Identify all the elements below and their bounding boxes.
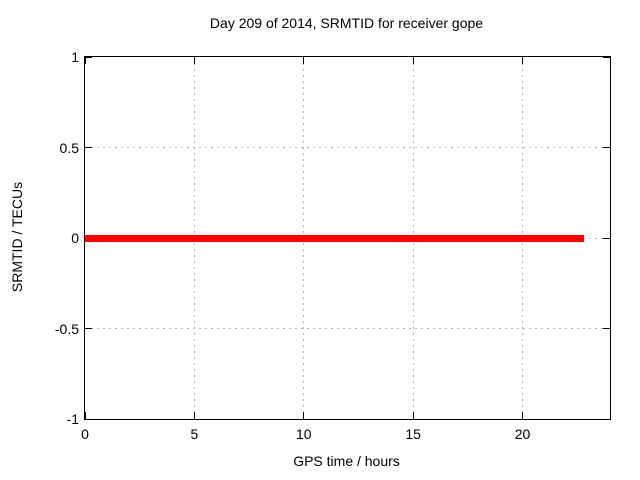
y-tick-label: -1 <box>66 411 79 427</box>
x-axis-label: GPS time / hours <box>293 453 400 469</box>
y-tick-mark <box>85 328 92 329</box>
chart-title: Day 209 of 2014, SRMTID for receiver gop… <box>209 15 484 31</box>
y-tick-label: 1 <box>71 49 79 65</box>
y-gridline <box>85 147 610 148</box>
x-tick-mark <box>193 57 195 64</box>
x-tick-label: 15 <box>405 426 421 442</box>
x-tick-mark <box>522 412 523 419</box>
y-tick-mark <box>603 56 610 58</box>
y-tick-mark <box>85 147 92 148</box>
x-tick-mark <box>303 412 305 419</box>
x-tick-mark <box>522 57 523 64</box>
x-tick-mark <box>303 57 305 64</box>
y-axis-label: SRMTID / TECUs <box>9 181 25 293</box>
y-tick-label: 0.5 <box>59 139 79 156</box>
x-tick-label: 20 <box>514 426 531 442</box>
x-tick-label: 0 <box>81 426 89 442</box>
y-tick-mark <box>85 56 92 58</box>
y-tick-mark <box>85 418 92 420</box>
data-series-line <box>85 235 584 242</box>
plot-area: 0 5 10 15 20 -1 -0.5 0 0.5 1 <box>55 49 611 442</box>
x-tick-label: 5 <box>190 426 199 442</box>
y-tick-label: -0.5 <box>54 320 79 337</box>
x-tick-mark <box>84 412 86 419</box>
y-tick-mark <box>603 237 610 239</box>
x-tick-mark <box>193 412 195 419</box>
x-tick-label: 10 <box>295 426 312 442</box>
y-tick-mark <box>603 418 610 420</box>
y-tick-mark <box>603 328 610 329</box>
y-gridline <box>85 328 610 329</box>
y-tick-label: 0 <box>71 230 79 246</box>
x-tick-mark <box>84 57 86 64</box>
y-tick-mark <box>603 147 610 148</box>
x-tick-mark <box>412 57 414 64</box>
x-tick-mark <box>412 412 414 419</box>
